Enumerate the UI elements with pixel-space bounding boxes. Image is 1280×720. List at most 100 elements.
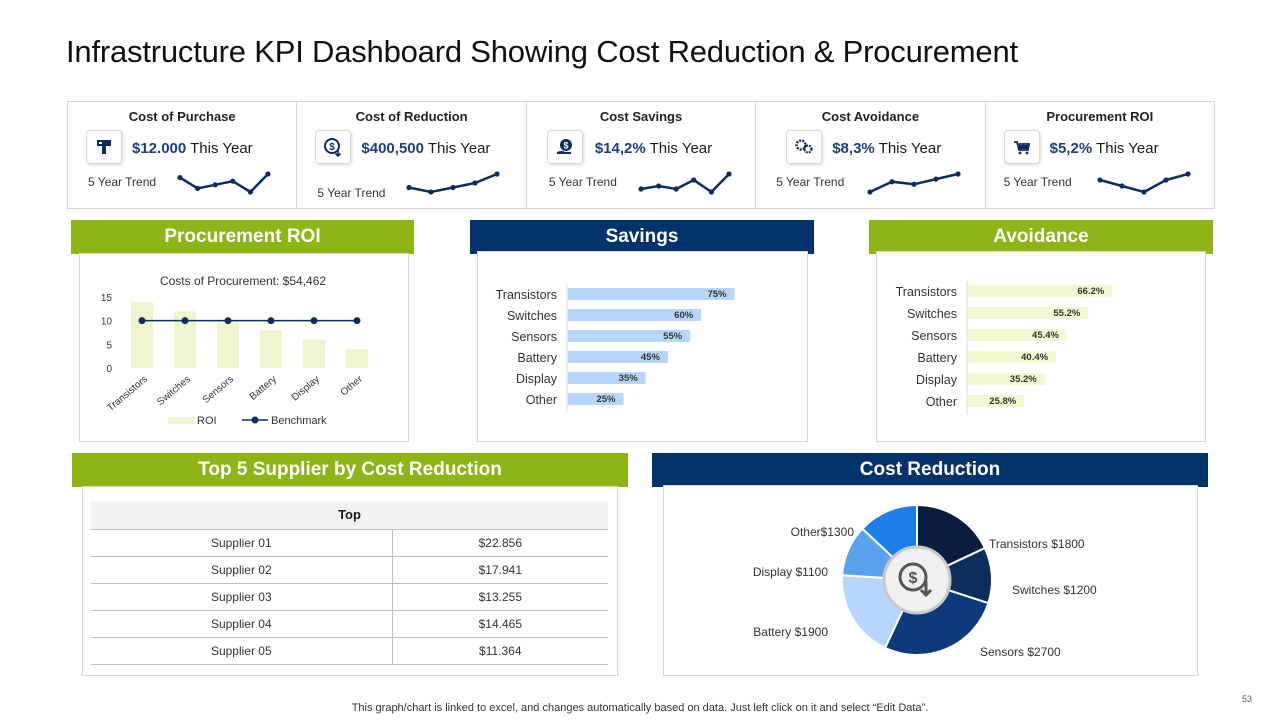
kpi-name: Cost Avoidance (821, 109, 920, 124)
bar (968, 307, 1089, 319)
y-tick-label: 5 (106, 340, 112, 351)
x-tick-label: Sensors (201, 374, 236, 406)
svg-text:$: $ (330, 142, 336, 153)
sparkline-point (691, 177, 697, 183)
dollar-down-icon: $ (315, 130, 352, 164)
svg-text:$: $ (563, 141, 568, 151)
roi-bar (303, 339, 325, 368)
cost-reduction-panel: Transistors $1800 Switches $1200 Sensors $… (663, 485, 1198, 676)
kpi-sparkline (867, 171, 961, 195)
y-tick-label: 15 (101, 293, 113, 304)
sparkline-point (177, 175, 183, 181)
kpi-name: Cost Savings (599, 109, 683, 124)
section-header-cost-reduction: Cost Reduction (652, 453, 1208, 487)
category-label: Switches (507, 309, 557, 323)
category-label: Transistors (496, 288, 557, 302)
dollar-down-icon: $ (898, 562, 933, 598)
sparkline-point (1119, 183, 1125, 189)
kpi-card-procurement-roi[interactable]: Procurement ROI $5,2% This Year 5 Year T… (986, 102, 1214, 208)
kpi-value-line: $400,500 This Year (361, 140, 490, 157)
sparkline-point (406, 184, 413, 191)
table-row: Supplier 03 $13.255 (91, 583, 608, 611)
category-label: Other (926, 395, 957, 409)
kpi-trend-label: 5 Year Trend (317, 186, 386, 200)
kpi-card-cost-of-reduction[interactable]: Cost of Reduction $ $400,500 This Year 5… (297, 102, 527, 208)
data-label: 35% (619, 373, 639, 384)
table-row: Supplier 05 $11.364 (91, 637, 608, 665)
gears-icon (786, 130, 823, 164)
y-tick-label: 0 (106, 364, 112, 375)
legend-label-roi: ROI (197, 415, 217, 427)
bar (968, 395, 1025, 407)
kpi-trend-label: 5 Year Trend (88, 175, 157, 189)
category-label: Battery (917, 351, 957, 365)
sparkline-point (708, 189, 714, 195)
supplier-value: $22.856 (392, 529, 608, 557)
legend-marker-benchmark (251, 416, 259, 424)
data-label: 45.4% (1032, 330, 1059, 341)
bar (968, 285, 1113, 297)
roi-bar (346, 349, 368, 368)
table-header: Top (91, 501, 608, 530)
sparkline-point (955, 171, 961, 177)
section-header-procurement-roi: Procurement ROI (71, 220, 414, 254)
sparkline-point (1141, 189, 1147, 195)
kpi-sparkline (177, 171, 271, 195)
benchmark-point (181, 317, 189, 325)
data-label: 40.4% (1021, 352, 1048, 363)
sparkline-path (1099, 172, 1188, 194)
kpi-name: Procurement ROI (1046, 109, 1154, 124)
sparkline-point (230, 178, 236, 184)
category-label: Battery (517, 351, 557, 365)
benchmark-point (310, 317, 318, 325)
supplier-name: Supplier 04 (91, 610, 393, 638)
bar (968, 373, 1045, 385)
data-label: 25% (596, 394, 616, 405)
kpi-card-cost-savings[interactable]: Cost Savings $ $14,2% This Year 5 Year T… (527, 102, 757, 208)
kpi-name: Cost of Reduction (355, 109, 468, 124)
cost-reduction-chart[interactable]: Transistors $1800 Switches $1200 Sensors $… (664, 486, 1197, 675)
table-row: Supplier 04 $14.465 (91, 610, 608, 638)
dollar-icon-glyph: $ (909, 570, 918, 587)
savings-chart[interactable]: Transistors 75% Switches 60% Sensors 55% Batte… (478, 252, 807, 441)
sparkline-point (428, 189, 435, 195)
sparkline-point (655, 183, 662, 189)
bar (968, 351, 1057, 363)
benchmark-point (267, 317, 275, 325)
sparkline-point (472, 180, 479, 186)
sparkline-path (640, 173, 730, 194)
supplier-name: Supplier 03 (91, 583, 393, 611)
category-label: Transistors (896, 285, 957, 299)
supplier-value: $17.941 (392, 556, 608, 584)
kpi-strip: Cost of Purchase $12.000 This Year 5 Yea… (67, 101, 1215, 209)
kpi-sparkline (1097, 171, 1191, 195)
sparkline-path (179, 173, 269, 194)
kpi-value: $8,3% (832, 140, 875, 157)
bar (568, 288, 735, 300)
supplier-name: Supplier 05 (91, 637, 393, 665)
supplier-table: Top Supplier 01 $22.856 Supplier 02 $17.94… (91, 501, 608, 665)
category-label: Display (516, 372, 558, 386)
category-label: Sensors (511, 330, 557, 344)
data-label: 55.2% (1053, 308, 1080, 319)
sparkline-point (933, 176, 939, 182)
sparkline-point (889, 179, 895, 185)
kpi-card-cost-of-purchase[interactable]: Cost of Purchase $12.000 This Year 5 Yea… (68, 102, 298, 208)
data-label: 35.2% (1010, 374, 1037, 385)
kpi-card-cost-avoidance[interactable]: Cost Avoidance $8,3% This Year 5 Year Tr… (756, 102, 986, 208)
slice-label: Other$1300 (791, 525, 855, 539)
bar (968, 329, 1067, 341)
roi-bar (174, 311, 196, 368)
avoidance-chart[interactable]: Transistors 66.2% Switches 55.2% Sensors 45.4… (877, 252, 1205, 441)
roi-bar (260, 330, 282, 368)
sparkline-point (450, 184, 457, 191)
supplier-value: $13.255 (392, 583, 608, 611)
footer-note: This graph/chart is linked to excel, and… (351, 702, 929, 714)
kpi-suffix: This Year (874, 140, 942, 157)
kpi-sparkline (406, 171, 501, 195)
legend-swatch-roi (168, 417, 194, 424)
chart-title: Costs of Procurement: $54,462 (160, 274, 326, 288)
cart-icon (1003, 130, 1040, 164)
procurement-roi-panel: Costs of Procurement: $54,462 0 5 10 15 Trans… (79, 253, 409, 442)
procurement-roi-chart[interactable]: Costs of Procurement: $54,462 0 5 10 15 Trans… (80, 254, 408, 441)
